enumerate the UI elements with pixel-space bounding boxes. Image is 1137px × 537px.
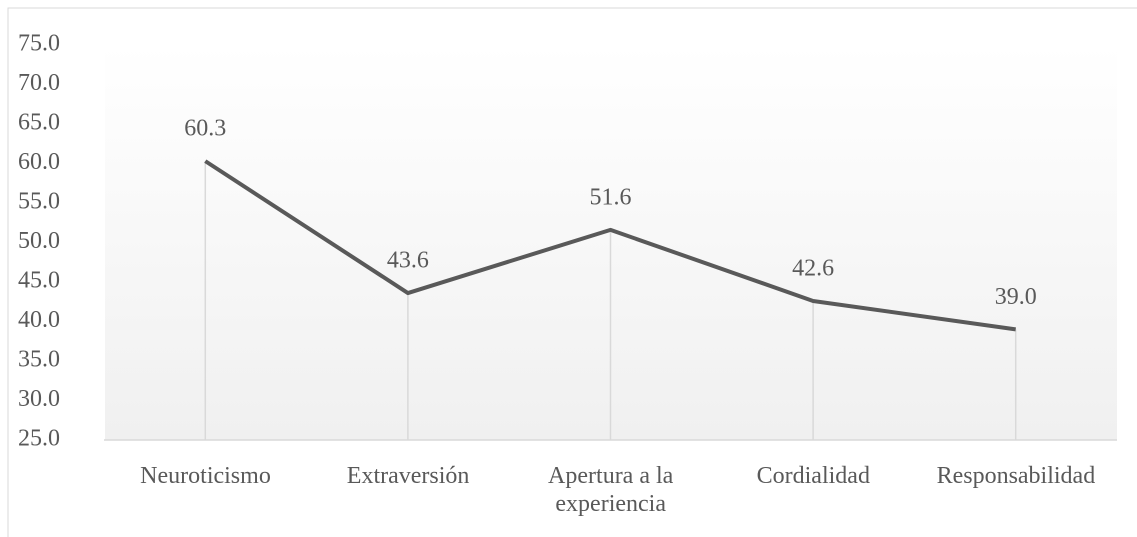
chart-border [7,7,1137,537]
y-tick-label: 45.0 [18,268,60,294]
x-tick-label: Cordialidad [756,463,870,489]
y-tick-label: 75.0 [18,31,60,57]
y-tick-label: 60.0 [18,149,60,175]
data-label: 51.6 [590,184,632,210]
x-tick-label: Responsabilidad [936,463,1096,489]
y-tick-label: 65.0 [18,110,60,136]
y-tick-label: 50.0 [18,228,60,254]
y-tick-label: 25.0 [18,426,60,452]
x-tick-label: Apertura a la experiencia [548,463,674,517]
data-label: 39.0 [995,284,1037,310]
x-tick-label: Neuroticismo [140,463,271,489]
y-tick-label: 30.0 [18,386,60,412]
line [204,159,1016,332]
y-tick-label: 35.0 [18,347,60,373]
data-label: 42.6 [792,255,834,281]
x-tick-label: Extraversión [346,463,470,489]
y-tick-label: 70.0 [18,70,60,96]
data-label: 60.3 [184,116,226,142]
data-label: 43.6 [387,248,429,274]
y-tick-label: 40.0 [18,307,60,333]
y-tick-label: 55.0 [18,189,60,215]
